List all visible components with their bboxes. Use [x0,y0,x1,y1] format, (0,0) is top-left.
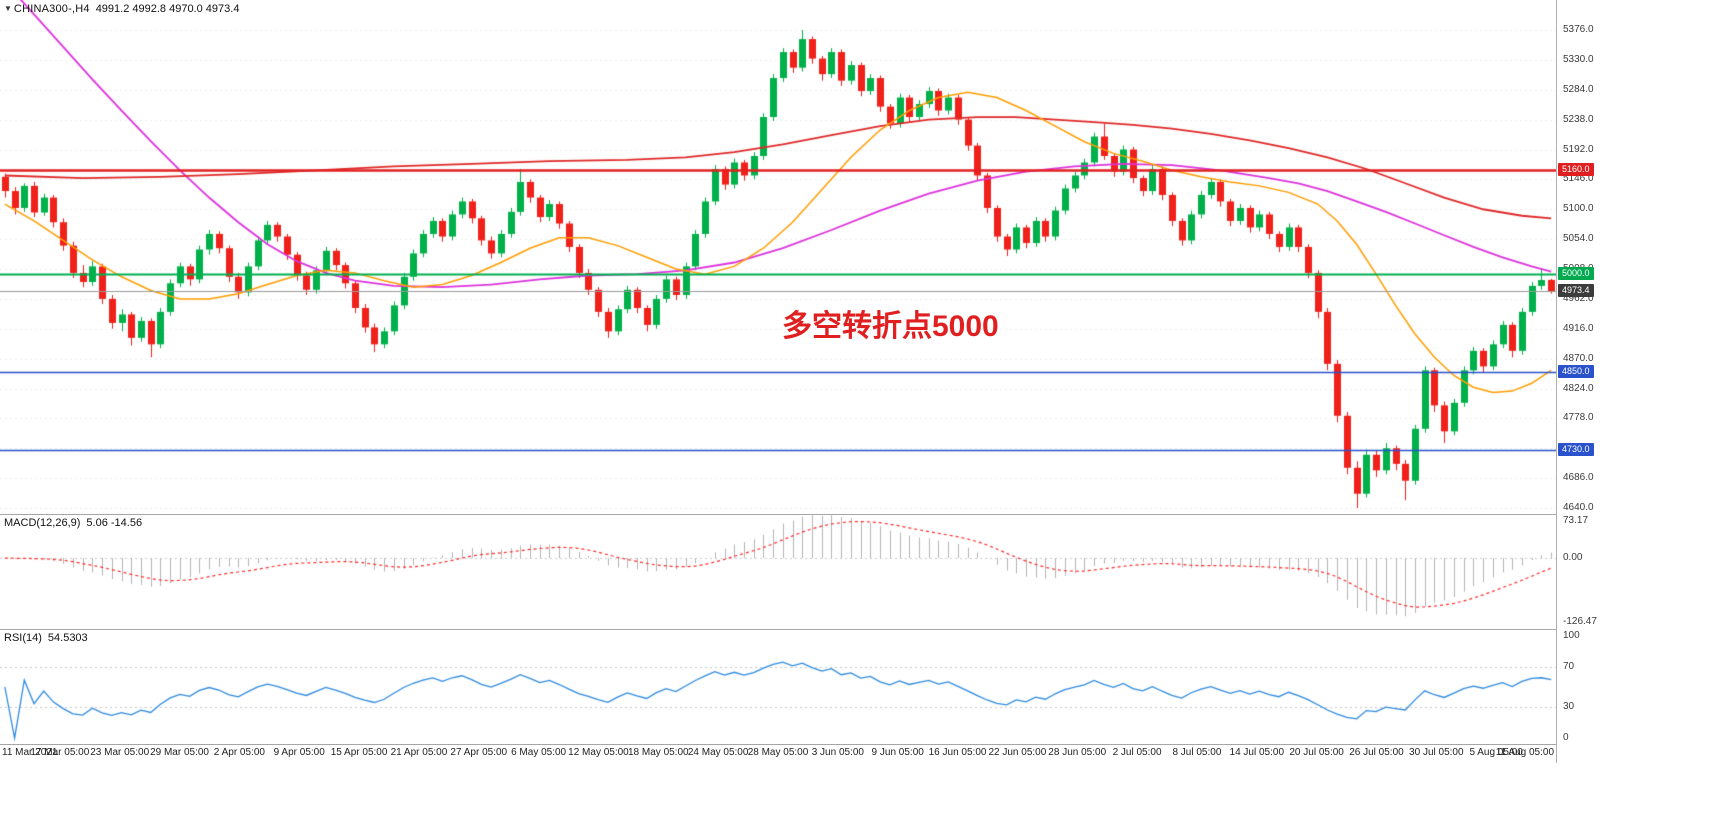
price-tick: 5376.0 [1563,24,1594,35]
candlestick-chart-canvas[interactable] [0,0,1556,514]
time-label: 16 Jun 05:00 [928,747,987,758]
rsi-legend: RSI(14) 54.5303 [4,632,88,644]
rsi-tick: 0 [1563,732,1569,743]
panel-splitter-rsi[interactable] [0,629,1728,630]
price-level-badge: 4973.4 [1558,284,1594,297]
chart-shift-marker-icon: ▼ [4,4,12,13]
time-label: 14 Jul 05:00 [1229,747,1285,758]
price-tick: 5284.0 [1563,84,1594,95]
time-label: 3 Jun 05:00 [811,747,864,758]
price-tick: 5330.0 [1563,54,1594,65]
time-label: 2 Jul 05:00 [1112,747,1162,758]
macd-chart-canvas[interactable] [0,515,1556,629]
rsi-tick: 30 [1563,701,1575,712]
price-level-badge: 5160.0 [1558,163,1594,176]
macd-panel: MACD(12,26,9) 5.06 -14.56 [0,515,1556,629]
time-label: 8 Jul 05:00 [1172,747,1222,758]
time-label: 21 Apr 05:00 [390,747,448,758]
price-tick: 4962.0 [1563,293,1594,304]
price-axis-column[interactable]: 5376.0 5330.0 5284.0 5238.0 5192.0 5146.0 5100… [1556,0,1728,763]
panel-splitter-macd[interactable] [0,514,1728,515]
macd-tick: 73.17 [1563,515,1589,526]
price-tick: 4916.0 [1563,323,1594,334]
rsi-tick: 100 [1563,630,1580,641]
symbol-timeframe-label: CHINA300-,H4 [13,3,90,15]
time-label: 24 May 05:00 [687,747,749,758]
price-tick: 5192.0 [1563,144,1594,155]
rsi-panel: RSI(14) 54.5303 [0,630,1556,744]
macd-indicator-label: MACD(12,26,9) [4,517,81,529]
price-tick: 5146.0 [1563,173,1594,184]
price-tick: 5100.0 [1563,203,1594,214]
time-label: 18 May 05:00 [627,747,689,758]
ohlc-values: 4991.2 4992.8 4970.0 4973.4 [95,3,240,15]
price-tick: 4870.0 [1563,353,1594,364]
rsi-tick: 70 [1563,661,1575,672]
time-label: 9 Apr 05:00 [273,747,325,758]
pivot-annotation-text[interactable]: 多空转折点5000 [782,310,999,343]
price-level-badge: 4730.0 [1558,443,1594,456]
macd-values: 5.06 -14.56 [86,517,143,529]
rsi-chart-canvas[interactable] [0,630,1556,744]
time-label: 12 May 05:00 [568,747,629,758]
rsi-value: 54.5303 [47,632,88,644]
time-label: 5 Aug 05:00 [1469,747,1523,758]
price-tick: 4778.0 [1563,412,1594,423]
price-tick: 4824.0 [1563,383,1594,394]
time-label: 15 Apr 05:00 [330,747,388,758]
price-tick: 5238.0 [1563,114,1594,125]
price-tick: 4640.0 [1563,502,1594,513]
time-label: 6 May 05:00 [511,747,567,758]
time-label: 2 Apr 05:00 [213,747,265,758]
price-level-badge: 5000.0 [1558,267,1594,280]
price-tick: 5054.0 [1563,233,1594,244]
time-axis-separator [0,744,1728,745]
time-label: 11 Aug 05:00 [1495,747,1554,758]
price-tick: 4686.0 [1563,472,1594,483]
rsi-indicator-label: RSI(14) [4,632,42,644]
time-label: 20 Jul 05:00 [1289,747,1344,758]
macd-legend: MACD(12,26,9) 5.06 -14.56 [4,517,142,529]
macd-tick: -126.47 [1563,616,1597,627]
time-label: 22 Jun 05:00 [988,747,1047,758]
main-chart-panel: ▼ CHINA300-,H4 4991.2 4992.8 4970.0 4973.4… [0,0,1556,514]
price-level-badge: 4850.0 [1558,365,1594,378]
time-label: 30 Jul 05:00 [1409,747,1464,758]
time-label: 27 Apr 05:00 [450,747,508,758]
time-label: 17 Mar 05:00 [30,747,90,758]
chart-legend: ▼ CHINA300-,H4 4991.2 4992.8 4970.0 4973.4 [4,3,239,15]
time-label: 11 Mar 2021 [2,747,58,758]
time-label: 29 Mar 05:00 [150,747,209,758]
time-label: 28 May 05:00 [747,747,809,758]
macd-tick: 0.00 [1563,552,1583,563]
time-label: 9 Jun 05:00 [871,747,924,758]
time-label: 26 Jul 05:00 [1349,747,1404,758]
time-axis[interactable]: 11 Mar 2021 17 Mar 05:00 23 Mar 05:00 29 Ma… [0,745,1556,763]
time-label: 23 Mar 05:00 [90,747,150,758]
time-label: 28 Jun 05:00 [1048,747,1107,758]
